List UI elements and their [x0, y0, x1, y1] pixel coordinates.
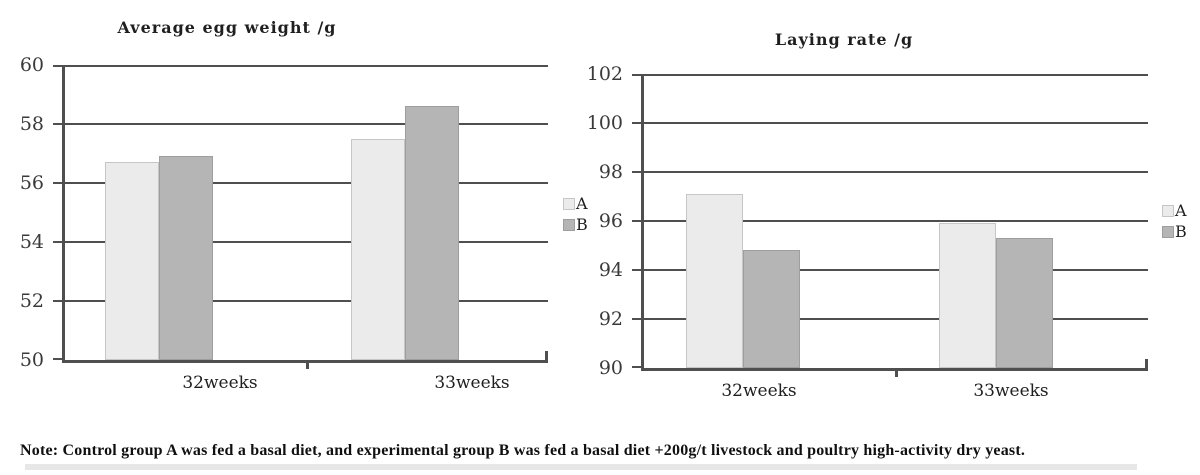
legend-item-a: A [1162, 201, 1187, 220]
y-axis-tick-54 [53, 241, 62, 243]
y-axis-tick-52 [53, 300, 62, 302]
y-axis-label-94: 94 [598, 259, 623, 281]
legend-label-a: A [576, 194, 588, 213]
y-axis-label-100: 100 [586, 112, 623, 134]
bar-a-33weeks [351, 138, 405, 360]
gridline-102 [644, 74, 1148, 76]
y-axis-label-58: 58 [19, 113, 44, 135]
y-axis-label-102: 102 [586, 63, 623, 85]
bar-a-33weeks [939, 223, 996, 368]
x-axis-end-tick [545, 351, 548, 360]
y-axis-label-98: 98 [598, 161, 623, 183]
y-axis-label-54: 54 [19, 231, 44, 253]
x-axis-label-32weeks: 32weeks [721, 381, 797, 401]
gridline-58 [65, 123, 548, 125]
y-axis-label-90: 90 [598, 357, 623, 379]
y-axis-tick-90 [632, 366, 641, 368]
y-axis-label-92: 92 [598, 308, 623, 330]
gridline-94 [644, 269, 1148, 271]
laying-rate-chart-title: Laying rate /g [774, 30, 914, 49]
y-axis-tick-96 [632, 220, 641, 222]
x-axis-label-33weeks: 33weeks [973, 381, 1049, 401]
y-axis-tick-58 [53, 123, 62, 125]
legend-item-b: B [1162, 222, 1187, 241]
gridline-92 [644, 318, 1148, 320]
x-axis-label-32weeks: 32weeks [182, 373, 258, 393]
bar-a-32weeks [686, 194, 743, 368]
legend-swatch-a [563, 197, 575, 210]
y-axis-tick-100 [632, 122, 641, 124]
bar-a-32weeks [105, 162, 159, 360]
legend-swatch-a [1162, 204, 1174, 217]
y-axis-tick-98 [632, 171, 641, 173]
legend-item-b: B [563, 215, 588, 234]
legend-swatch-b [563, 218, 575, 231]
gridline-60 [65, 65, 548, 67]
y-axis-label-56: 56 [19, 172, 44, 194]
gridline-96 [644, 220, 1148, 222]
egg-weight-chart-title: Average egg weight /g [117, 18, 337, 37]
y-axis-label-96: 96 [598, 210, 623, 232]
gridline-54 [65, 241, 548, 243]
y-axis-label-52: 52 [19, 290, 44, 312]
y-axis-label-60: 60 [19, 54, 44, 76]
egg-weight-plot-area [53, 65, 548, 369]
gridline-52 [65, 300, 548, 302]
bar-b-32weeks [159, 156, 213, 360]
gridline-100 [644, 122, 1148, 124]
y-axis-tick-56 [53, 182, 62, 184]
legend-swatch-b [1162, 225, 1174, 238]
legend-label-a: A [1175, 201, 1187, 220]
x-axis-mid-tick [895, 368, 898, 377]
bar-b-33weeks [996, 238, 1053, 368]
y-axis-tick-94 [632, 269, 641, 271]
legend-label-b: B [1175, 222, 1187, 241]
legend-item-a: A [563, 194, 588, 213]
gridline-98 [644, 171, 1148, 173]
y-axis-label-50: 50 [19, 349, 44, 371]
x-axis-end-tick [1145, 359, 1148, 368]
laying-rate-plot-area [632, 74, 1148, 377]
bottom-strip [25, 464, 1137, 470]
x-axis-label-33weeks: 33weeks [434, 373, 510, 393]
y-axis-tick-102 [632, 74, 641, 76]
y-axis-tick-92 [632, 318, 641, 320]
note-text: Note: Control group A was fed a basal di… [20, 442, 1026, 459]
y-axis-tick-50 [53, 358, 62, 360]
y-axis-tick-60 [53, 65, 62, 67]
legend-label-b: B [576, 215, 588, 234]
bar-b-33weeks [405, 106, 459, 360]
bar-b-32weeks [743, 250, 800, 368]
x-axis-mid-tick [305, 360, 309, 369]
gridline-56 [65, 182, 548, 184]
